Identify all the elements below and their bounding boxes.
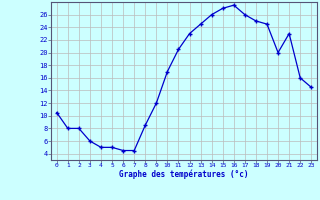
X-axis label: Graphe des températures (°c): Graphe des températures (°c) (119, 170, 249, 179)
